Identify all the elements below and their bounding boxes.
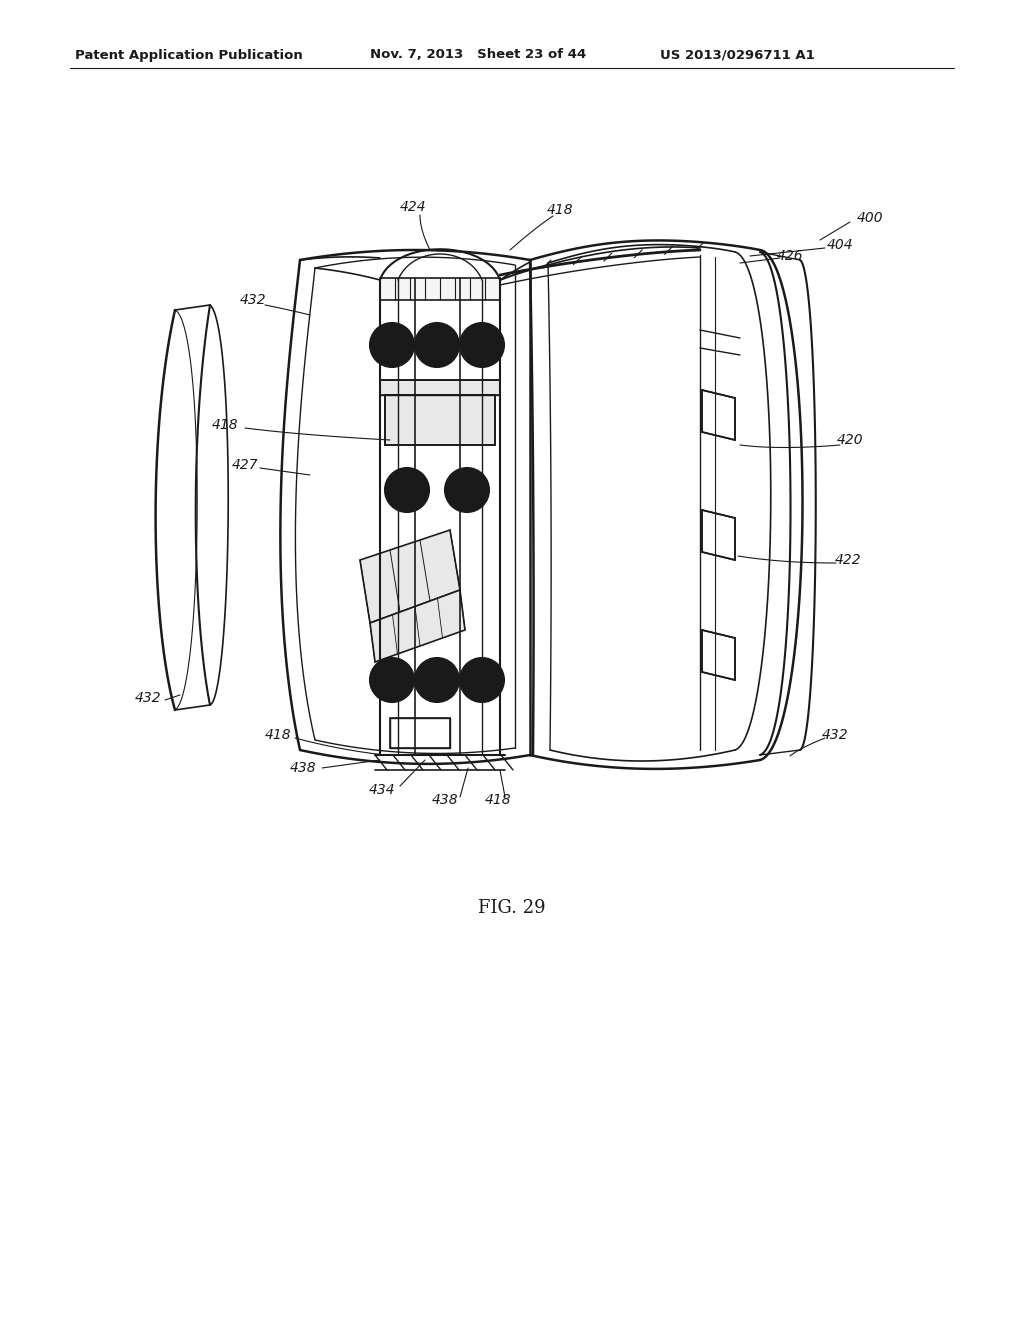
Polygon shape — [702, 389, 735, 440]
Circle shape — [424, 333, 450, 358]
Polygon shape — [390, 718, 450, 748]
Text: 432: 432 — [240, 293, 266, 308]
Text: 418: 418 — [547, 203, 573, 216]
Circle shape — [415, 657, 459, 702]
Text: 422: 422 — [835, 553, 861, 568]
Text: 427: 427 — [231, 458, 258, 473]
Polygon shape — [702, 630, 735, 680]
Text: US 2013/0296711 A1: US 2013/0296711 A1 — [660, 49, 815, 62]
Circle shape — [370, 323, 414, 367]
Circle shape — [370, 657, 414, 702]
Text: 400: 400 — [857, 211, 884, 224]
Circle shape — [415, 323, 459, 367]
Text: 438: 438 — [290, 762, 316, 775]
Circle shape — [379, 667, 406, 693]
Circle shape — [469, 667, 495, 693]
Text: 418: 418 — [264, 729, 291, 742]
Text: Nov. 7, 2013   Sheet 23 of 44: Nov. 7, 2013 Sheet 23 of 44 — [370, 49, 587, 62]
Circle shape — [379, 333, 406, 358]
Text: 404: 404 — [826, 238, 853, 252]
Circle shape — [385, 469, 429, 512]
Polygon shape — [702, 510, 735, 560]
Text: 432: 432 — [135, 690, 162, 705]
Text: FIG. 29: FIG. 29 — [478, 899, 546, 917]
Text: 432: 432 — [821, 729, 848, 742]
Circle shape — [469, 333, 495, 358]
Polygon shape — [385, 395, 495, 445]
Circle shape — [454, 477, 480, 503]
Text: 424: 424 — [399, 201, 426, 214]
Circle shape — [394, 477, 420, 503]
Polygon shape — [370, 590, 465, 663]
Text: 438: 438 — [432, 793, 459, 807]
Polygon shape — [360, 531, 460, 623]
Polygon shape — [380, 380, 500, 395]
Circle shape — [424, 667, 450, 693]
Circle shape — [460, 657, 504, 702]
Circle shape — [460, 323, 504, 367]
Text: 426: 426 — [776, 249, 803, 263]
Circle shape — [445, 469, 489, 512]
Text: 418: 418 — [484, 793, 511, 807]
Text: 434: 434 — [369, 783, 395, 797]
Polygon shape — [380, 279, 500, 300]
Text: 418: 418 — [212, 418, 239, 432]
Text: 420: 420 — [837, 433, 863, 447]
Text: Patent Application Publication: Patent Application Publication — [75, 49, 303, 62]
